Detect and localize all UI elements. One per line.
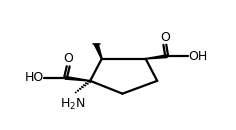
Text: HO: HO <box>24 71 43 84</box>
Text: OH: OH <box>189 50 208 63</box>
Text: O: O <box>160 31 170 44</box>
Polygon shape <box>94 44 102 59</box>
Text: O: O <box>63 52 73 65</box>
Polygon shape <box>146 55 167 59</box>
Polygon shape <box>65 77 90 81</box>
Text: H$_2$N: H$_2$N <box>60 97 86 112</box>
